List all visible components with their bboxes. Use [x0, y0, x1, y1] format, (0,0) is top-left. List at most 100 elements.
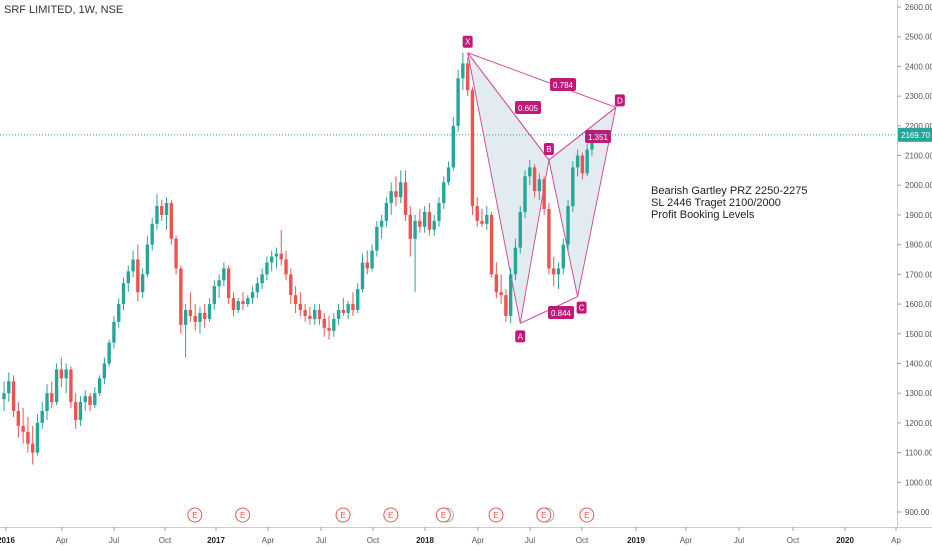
time-tick-label: 2020 — [836, 536, 854, 545]
candle-body — [375, 226, 379, 251]
candle-body — [389, 191, 393, 204]
point-label-box-c[interactable] — [576, 301, 587, 314]
gartley-pattern[interactable] — [467, 52, 617, 324]
time-axis[interactable]: 2016 Apr Jul Oct 2017 Apr Jul Oct 2018 Apr Jul Oct 2… — [0, 527, 932, 545]
pattern-triangle-xab[interactable] — [467, 52, 550, 324]
candle-body — [269, 256, 274, 263]
candle-body — [64, 369, 68, 379]
candle-body — [93, 393, 97, 406]
candle-body — [26, 431, 30, 444]
point-label-box-x[interactable] — [462, 35, 473, 48]
ratio-label-box[interactable] — [550, 78, 576, 91]
chart-annotation[interactable]: Bearish Gartley PRZ 2250-2275 SL 2446 Tr… — [651, 185, 808, 221]
candle-body — [69, 369, 73, 403]
point-label-box-a[interactable] — [515, 330, 526, 343]
ratio-label: 0.784 — [553, 81, 574, 90]
price-tick-label: 1200.00 — [905, 419, 932, 428]
candle-body — [54, 369, 59, 403]
candle-body — [236, 301, 240, 310]
candle-body — [470, 90, 475, 207]
event-marker[interactable] — [536, 507, 552, 523]
candle-body — [246, 298, 250, 305]
candle-body — [117, 304, 121, 322]
time-tick-label: 2019 — [627, 536, 645, 545]
point-label-box-b[interactable] — [543, 142, 554, 155]
candle-body — [183, 310, 188, 325]
event-marker[interactable] — [435, 507, 451, 523]
pattern-line-xb[interactable] — [467, 52, 550, 161]
event-marker[interactable] — [335, 507, 351, 523]
candle-body — [121, 283, 126, 305]
price-tick-label: 2400.00 — [905, 62, 932, 71]
pattern-labels[interactable]: X A B C D 0.605 0.784 0.844 1.351 — [462, 35, 625, 343]
candle-body — [413, 220, 417, 239]
candle-body — [241, 301, 245, 305]
last-price-badge[interactable] — [898, 127, 932, 142]
candle-body — [494, 274, 499, 293]
price-tick-label: 2600.00 — [905, 3, 932, 12]
candle-body — [169, 203, 173, 239]
candle-body — [341, 310, 346, 313]
candle-body — [88, 396, 92, 406]
candle-body — [136, 259, 140, 293]
candle-body — [150, 223, 154, 245]
candle-body — [45, 393, 49, 411]
candle-body — [394, 191, 398, 198]
price-tick-label: 1100.00 — [905, 449, 932, 458]
candle-body — [274, 253, 279, 257]
candle-body — [585, 149, 589, 174]
candle-body — [7, 381, 11, 394]
time-tick-label: Jul — [525, 536, 535, 545]
candle-body — [346, 304, 350, 313]
candle-body — [513, 247, 518, 275]
time-tick-label: Jul — [109, 536, 119, 545]
event-marker[interactable] — [235, 507, 251, 523]
candle-body — [317, 310, 322, 319]
candle-body — [303, 310, 307, 316]
candle-body — [427, 211, 432, 230]
candle-body — [485, 214, 489, 224]
pattern-line-xd[interactable] — [467, 52, 617, 108]
candle-body — [561, 244, 565, 269]
candle-body — [580, 155, 585, 174]
candle-body — [160, 206, 164, 215]
event-marker[interactable] — [579, 507, 595, 523]
candle-body — [284, 259, 288, 275]
event-marker-label: E — [192, 511, 197, 520]
ratio-label-box[interactable] — [585, 130, 611, 143]
time-tick-label: Apr — [56, 536, 69, 545]
candle-body — [102, 363, 107, 379]
price-tick-label: 1000.00 — [905, 478, 932, 487]
candle-body — [250, 292, 255, 299]
point-label-x: X — [465, 38, 471, 47]
candle-body — [207, 304, 212, 319]
point-label-c: C — [579, 304, 585, 313]
price-tick-label: 1700.00 — [905, 270, 932, 279]
candle-body — [131, 259, 135, 272]
candle-body — [97, 378, 102, 394]
candle-body — [370, 250, 374, 269]
candle-body — [140, 274, 145, 293]
candle-body — [293, 295, 298, 305]
point-label-box-d[interactable] — [614, 94, 625, 107]
candle-body — [504, 295, 508, 316]
candle-body — [212, 286, 217, 305]
pattern-line-bd[interactable] — [548, 107, 617, 161]
candle-body — [59, 369, 64, 379]
price-axis[interactable]: 900.00 1000.00 1100.00 1200.00 1300.00 1400.0… — [0, 0, 932, 527]
candle-body — [226, 268, 231, 299]
candle-body — [11, 381, 16, 411]
candle-body — [265, 262, 269, 275]
candle-body — [16, 411, 21, 426]
ratio-label: 0.605 — [518, 104, 539, 113]
candle-body — [164, 203, 169, 215]
candle-body — [489, 214, 494, 275]
ratio-label-box[interactable] — [515, 101, 541, 114]
event-marker[interactable] — [488, 507, 504, 523]
event-marker[interactable] — [383, 507, 399, 523]
event-marker[interactable] — [187, 507, 203, 523]
ratio-label-box[interactable] — [548, 306, 574, 319]
candle-body — [403, 182, 408, 215]
